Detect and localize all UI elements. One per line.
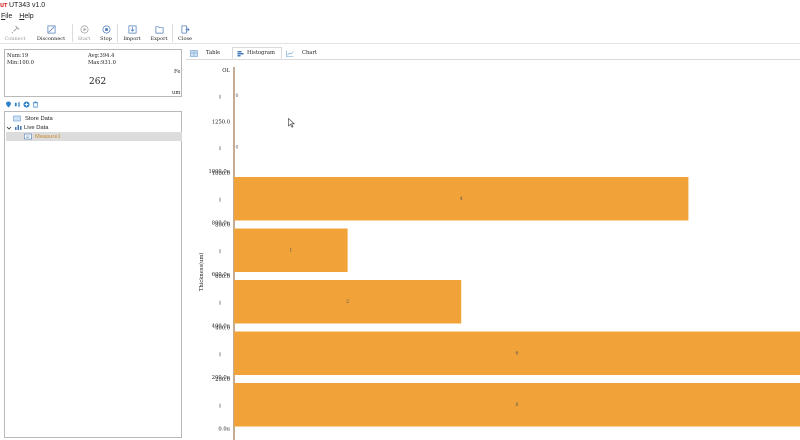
histogram-svg: Thickness(um) OL 0 1250.0 1000.0u 0 1000.0 800.… <box>198 67 800 440</box>
start-label: Start <box>77 36 91 42</box>
bar-count-label: 6 <box>516 402 519 408</box>
tree-item-live-data[interactable]: Live Data <box>6 123 49 132</box>
tick-label: 600.0 <box>215 274 230 280</box>
bar-count-label: 0 <box>236 144 239 150</box>
tree-item-store-data[interactable]: Store Data <box>13 114 53 123</box>
histogram-chart: Thickness(um) OL 0 1250.0 1000.0u 0 1000.0 800.… <box>186 61 800 440</box>
import-icon <box>128 25 136 34</box>
tree-item-label: Live Data <box>24 124 49 131</box>
menu-help-rest: elp <box>24 13 34 20</box>
tree-toolbar <box>4 99 182 109</box>
reading-unit: um <box>172 90 181 96</box>
export-button[interactable]: Export <box>146 25 172 43</box>
app-logo: UT <box>0 2 8 9</box>
connect-label: Connect <box>4 36 26 42</box>
tick-label: 800.0u <box>212 221 231 227</box>
connect-button[interactable]: Connect <box>0 25 30 43</box>
tick-label: 1250.0 <box>212 120 230 126</box>
tick-label: 1000.0 <box>212 171 230 177</box>
tick-label: 200.0 <box>215 377 230 383</box>
tree-item-measure1[interactable]: Measure1 <box>6 132 182 141</box>
histogram-bar <box>234 383 800 427</box>
disconnect-label: Disconnect <box>36 36 66 42</box>
stat-min: Min:100.0 <box>7 60 34 66</box>
tick-label: 1000.0u <box>209 169 231 175</box>
tick-label: 200.0u <box>212 375 231 381</box>
bar-count-label: 4 <box>460 196 463 202</box>
toolbar-separator <box>72 24 73 42</box>
bar-count-label: 6 <box>516 350 519 356</box>
export-icon <box>155 26 163 34</box>
add-icon[interactable] <box>23 100 30 108</box>
view-tabs: Table Histogram Chart <box>186 47 800 60</box>
tab-histogram[interactable]: Histogram <box>232 47 282 59</box>
histogram-icon <box>237 50 244 56</box>
stat-num: Num:19 <box>7 53 29 59</box>
menu-help[interactable]: Help <box>19 13 33 20</box>
histogram-bar <box>234 280 462 324</box>
import-button[interactable]: Import <box>118 25 146 43</box>
start-button[interactable]: Start <box>73 25 95 43</box>
close-button[interactable]: Close <box>173 25 197 43</box>
folder-icon <box>13 115 21 122</box>
menu-bar: File Help <box>0 11 800 22</box>
trash-icon[interactable] <box>32 101 39 108</box>
close-label: Close <box>178 36 192 42</box>
location-pin-icon[interactable] <box>5 100 12 108</box>
menu-file-accel: F <box>1 13 6 20</box>
tab-table-label: Table <box>206 50 221 56</box>
stop-button[interactable]: Stop <box>95 25 117 43</box>
tick-label: 600.0u <box>212 272 231 278</box>
tab-table[interactable]: Table <box>186 47 232 59</box>
stat-avg: Avg:394.4 <box>88 53 115 59</box>
line-chart-icon <box>286 50 294 57</box>
measure-icon <box>24 133 32 140</box>
window-title: UT343 v1.0 <box>9 2 46 9</box>
exit-icon <box>181 25 190 34</box>
chart-icon <box>15 125 22 130</box>
tab-histogram-label: Histogram <box>247 50 275 56</box>
stat-max: Max:931.0 <box>88 60 116 66</box>
current-reading: 262 <box>89 77 107 87</box>
stop-icon <box>102 25 110 34</box>
bar-count-label: 0 <box>236 93 239 99</box>
mouse-cursor-icon <box>288 118 295 128</box>
table-icon <box>190 49 198 57</box>
bar-count-label: 1 <box>289 247 292 253</box>
tick-label: 800.0 <box>215 223 230 229</box>
histogram-bar <box>234 331 800 375</box>
toolbar-separator <box>117 24 118 42</box>
menu-file-rest: ile <box>5 13 13 20</box>
toolbar: Connect Disconnect Start Stop Import Exp… <box>0 22 800 44</box>
export-label: Export <box>150 36 168 42</box>
tab-chart[interactable]: Chart <box>282 47 328 59</box>
disconnect-button[interactable]: Disconnect <box>30 25 72 43</box>
plug-icon <box>11 25 19 34</box>
bar-count-label: 2 <box>346 299 349 305</box>
histogram-bar <box>234 228 348 272</box>
tick-label: 400.0u <box>212 324 231 330</box>
data-tree: Store Data Live Data Measure1 <box>4 111 182 438</box>
disconnect-icon <box>47 25 55 34</box>
signal-icon[interactable] <box>14 101 21 108</box>
tick-label: 400.0 <box>215 326 230 332</box>
y-axis-title: Thickness(um) <box>198 253 205 292</box>
histogram-bar <box>234 177 689 221</box>
play-icon <box>80 25 88 34</box>
measure-mode: Fe <box>174 69 181 75</box>
toolbar-separator <box>172 24 173 42</box>
tree-item-label: Measure1 <box>35 133 61 140</box>
tree-item-label: Store Data <box>25 115 53 122</box>
import-label: Import <box>123 36 141 42</box>
menu-help-accel: H <box>19 13 25 20</box>
tick-label: 0.0u <box>218 427 230 433</box>
stop-label: Stop <box>100 36 112 42</box>
chevron-down-icon <box>6 126 12 130</box>
title-bar: UT UT343 v1.0 <box>0 0 800 11</box>
statistics-panel: Num:19 Avg:394.4 Min:100.0 Max:931.0 Fe … <box>4 49 182 97</box>
tick-label: OL <box>222 68 230 74</box>
tab-chart-label: Chart <box>302 50 317 56</box>
menu-file[interactable]: File <box>1 13 12 20</box>
